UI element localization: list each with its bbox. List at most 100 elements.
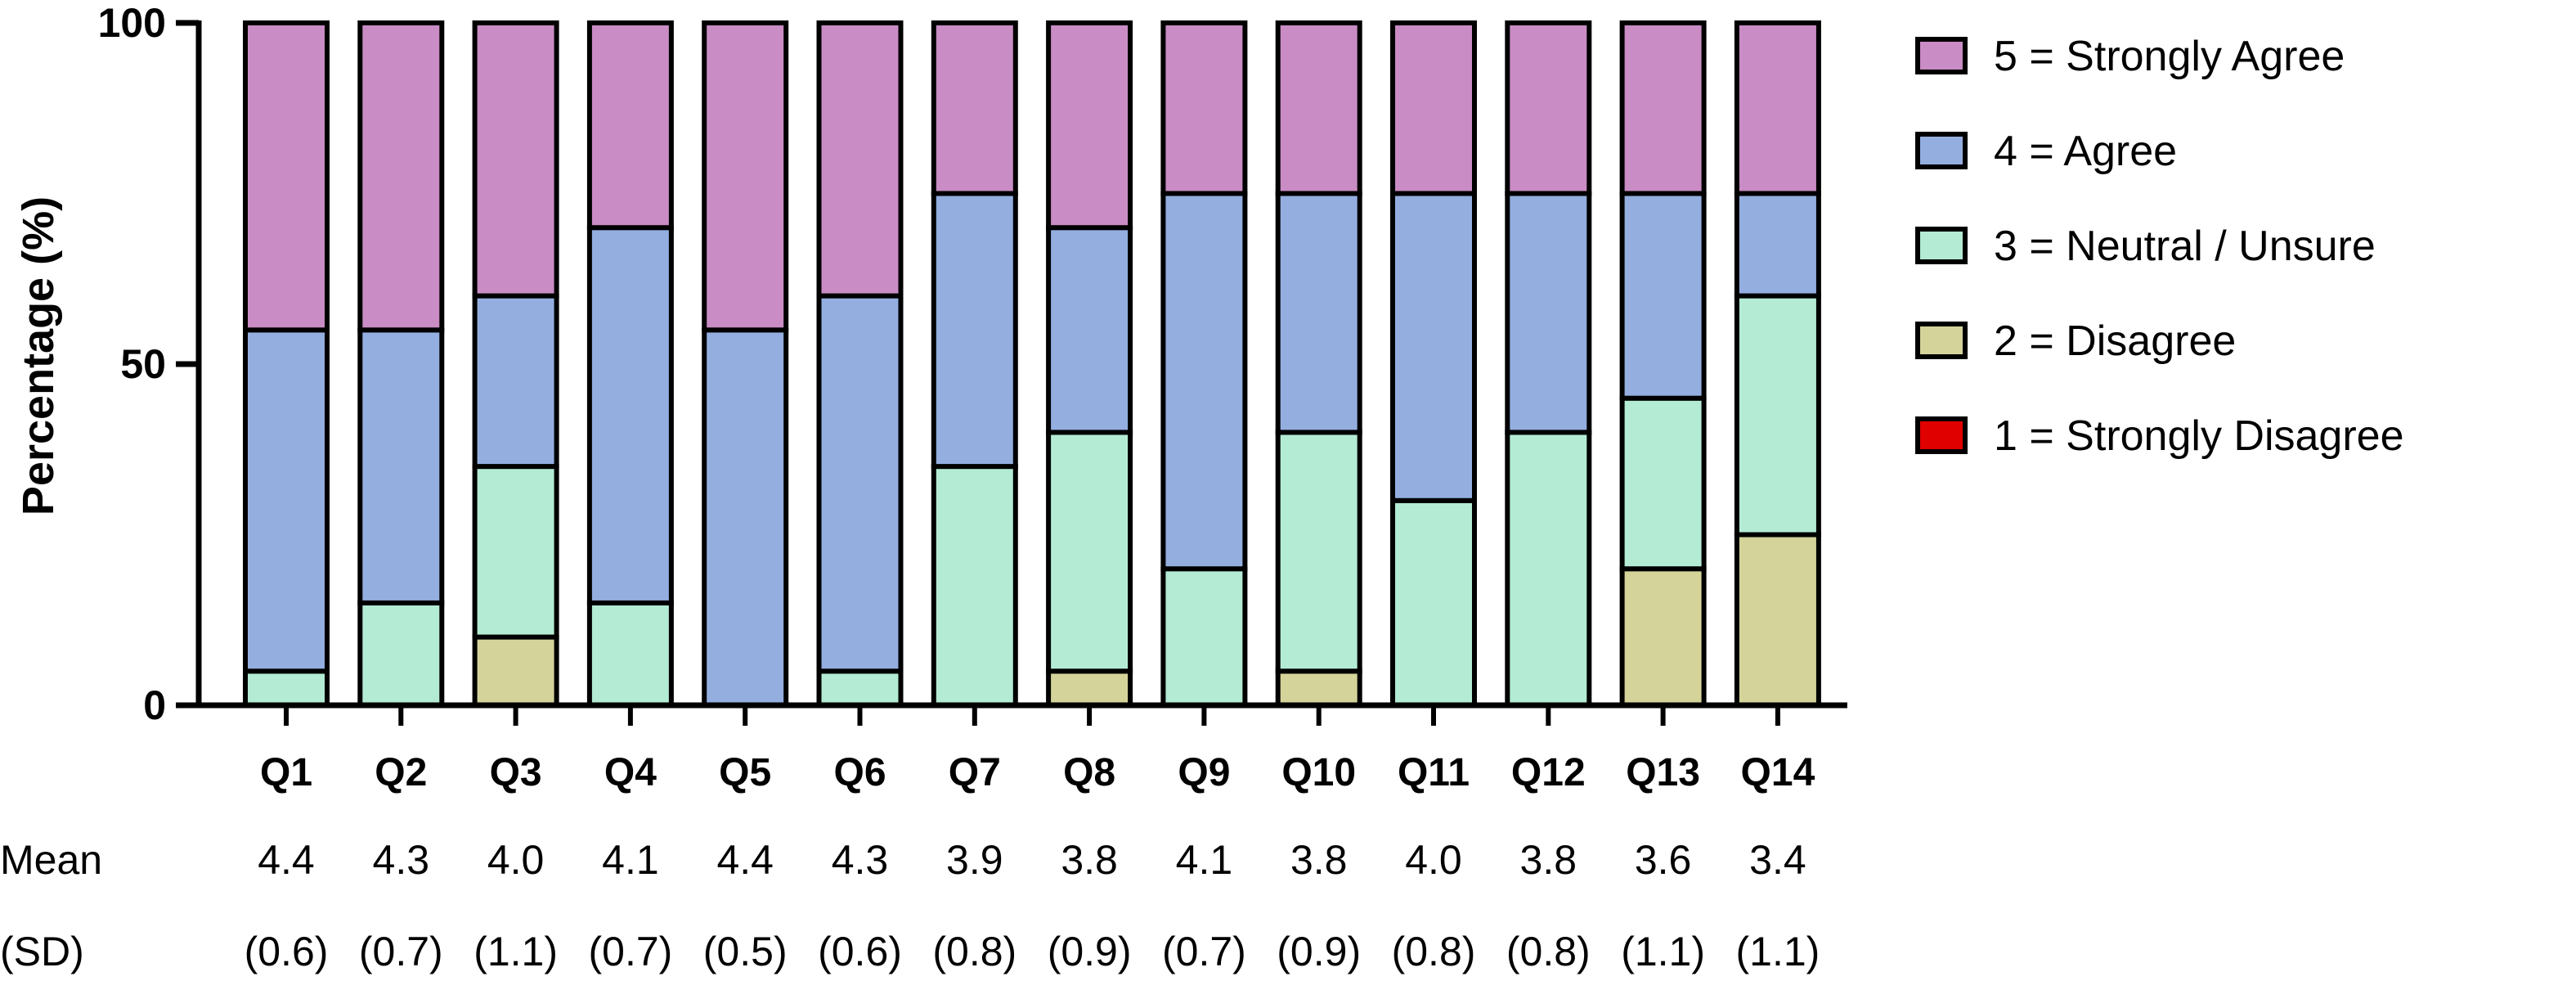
legend-swatch-1 (1915, 416, 1968, 454)
bar-segment-q2-s5 (357, 20, 445, 333)
mean-value-q8: 3.8 (1061, 837, 1118, 883)
bar-segment-q13-s4 (1619, 191, 1707, 401)
bar-segment-q6-s5 (816, 20, 904, 299)
bar-segment-q12-s4 (1505, 191, 1592, 435)
mean-value-q12: 3.8 (1520, 837, 1577, 883)
category-labels: Q1 Q2 Q3 Q4 Q5 Q6 Q7 Q8 Q9 Q10 Q11 Q12 Q13 Q14 (260, 705, 1815, 794)
bar-segment-q7-s5 (931, 20, 1018, 196)
bar-segment-q5-s5 (702, 20, 789, 333)
bar-segment-q13-s2 (1619, 566, 1707, 709)
bar-segment-q9-s3 (1160, 566, 1248, 709)
legend-swatch-5 (1915, 37, 1968, 74)
y-tick-label-50: 50 (120, 341, 166, 387)
y-tick-label-0: 0 (143, 682, 166, 728)
bar-segment-q7-s4 (931, 191, 1018, 470)
sd-value-q7: (0.8) (932, 929, 1016, 974)
bar-segment-q6-s4 (816, 293, 904, 674)
bar-segment-q8-s5 (1046, 20, 1133, 231)
legend-label-3: 3 = Neutral / Unsure (1994, 223, 2376, 270)
bar-segment-q4-s5 (586, 20, 674, 231)
bar-segment-q14-s4 (1734, 191, 1821, 299)
bar-segment-q11-s3 (1390, 497, 1477, 708)
category-label-q6: Q6 (833, 751, 886, 794)
legend-label-5: 5 = Strongly Agree (1994, 33, 2345, 80)
sd-value-q4: (0.7) (588, 929, 672, 974)
bar-segment-q11-s4 (1390, 191, 1477, 503)
bar-segment-q5-s4 (702, 327, 789, 708)
bar-segment-q2-s3 (357, 600, 445, 709)
bar-segment-q1-s3 (243, 668, 330, 708)
category-label-q10: Q10 (1281, 751, 1356, 794)
y-tick-label-100: 100 (98, 0, 166, 46)
bar-segment-q11-s5 (1390, 20, 1477, 196)
category-label-q13: Q13 (1626, 751, 1700, 794)
category-label-q8: Q8 (1063, 751, 1115, 794)
bar-segment-q14-s2 (1734, 532, 1821, 708)
bar-segment-q1-s5 (243, 20, 330, 333)
mean-value-q13: 3.6 (1635, 837, 1692, 883)
bar-segment-q12-s3 (1505, 430, 1592, 709)
category-label-q5: Q5 (719, 751, 771, 794)
y-axis-label: Percentage (%) (14, 196, 63, 515)
mean-row-label: Mean (0, 837, 102, 883)
mean-value-q2: 4.3 (373, 837, 430, 883)
bar-segment-q3-s3 (472, 464, 559, 640)
category-label-q11: Q11 (1398, 751, 1470, 794)
bar-segment-q14-s3 (1734, 293, 1821, 538)
sd-value-q8: (0.9) (1048, 929, 1132, 974)
sd-value-q10: (0.9) (1277, 929, 1361, 974)
stats-table: 4.4 4.3 4.0 4.1 4.4 4.3 3.9 3.8 4.1 3.8 4.0 3.8 3.6 3… (245, 837, 1820, 974)
sd-value-q11: (0.8) (1392, 929, 1476, 974)
mean-value-q1: 4.4 (258, 837, 315, 883)
category-label-q3: Q3 (490, 751, 542, 794)
sd-row-label: (SD) (0, 929, 84, 974)
category-label-q12: Q12 (1511, 751, 1586, 794)
bar-segment-q7-s3 (931, 464, 1018, 708)
category-label-q7: Q7 (949, 751, 1001, 794)
bar-segment-q8-s2 (1046, 668, 1133, 708)
sd-value-q6: (0.6) (818, 929, 902, 974)
mean-value-q14: 3.4 (1749, 837, 1806, 883)
bar-segment-q14-s5 (1734, 20, 1821, 196)
bar-segment-q13-s3 (1619, 395, 1707, 572)
bars-layer (243, 20, 1821, 709)
legend-label-1: 1 = Strongly Disagree (1994, 412, 2404, 460)
sd-value-q2: (0.7) (359, 929, 443, 974)
sd-value-q3: (1.1) (473, 929, 558, 974)
legend-label-4: 4 = Agree (1994, 128, 2177, 175)
bar-segment-q8-s4 (1046, 225, 1133, 435)
legend-swatch-4 (1915, 132, 1968, 169)
sd-value-q9: (0.7) (1162, 929, 1246, 974)
mean-value-q5: 4.4 (716, 837, 774, 883)
mean-value-q7: 3.9 (946, 837, 1003, 883)
bar-segment-q3-s5 (472, 20, 559, 299)
bar-segment-q12-s5 (1505, 20, 1592, 196)
legend-swatch-2 (1915, 322, 1968, 359)
sd-value-q14: (1.1) (1735, 929, 1820, 974)
legend-label-2: 2 = Disagree (1994, 317, 2236, 365)
mean-value-q10: 3.8 (1290, 837, 1348, 883)
mean-value-q6: 4.3 (832, 837, 889, 883)
legend-swatch-3 (1915, 227, 1968, 264)
mean-value-q4: 4.1 (602, 837, 659, 883)
category-label-q14: Q14 (1741, 751, 1815, 794)
bar-segment-q10-s4 (1275, 191, 1362, 435)
bar-segment-q1-s4 (243, 327, 330, 674)
bar-segment-q2-s4 (357, 327, 445, 605)
bar-segment-q9-s5 (1160, 20, 1248, 196)
category-label-q1: Q1 (260, 751, 312, 794)
bar-segment-q6-s3 (816, 668, 904, 708)
bar-segment-q8-s3 (1046, 430, 1133, 674)
category-label-q2: Q2 (375, 751, 427, 794)
axes-layer: 0 50 100 (98, 0, 1847, 728)
bar-segment-q4-s3 (586, 600, 674, 709)
sd-value-q1: (0.6) (245, 929, 329, 974)
mean-value-q3: 4.0 (487, 837, 545, 883)
bar-segment-q10-s2 (1275, 668, 1362, 708)
bar-segment-q10-s5 (1275, 20, 1362, 196)
mean-value-q9: 4.1 (1176, 837, 1233, 883)
category-label-q9: Q9 (1178, 751, 1230, 794)
bar-segment-q13-s5 (1619, 20, 1707, 196)
bar-segment-q3-s2 (472, 634, 559, 708)
legend: 5 = Strongly Agree 4 = Agree 3 = Neutral /… (1915, 33, 2404, 460)
